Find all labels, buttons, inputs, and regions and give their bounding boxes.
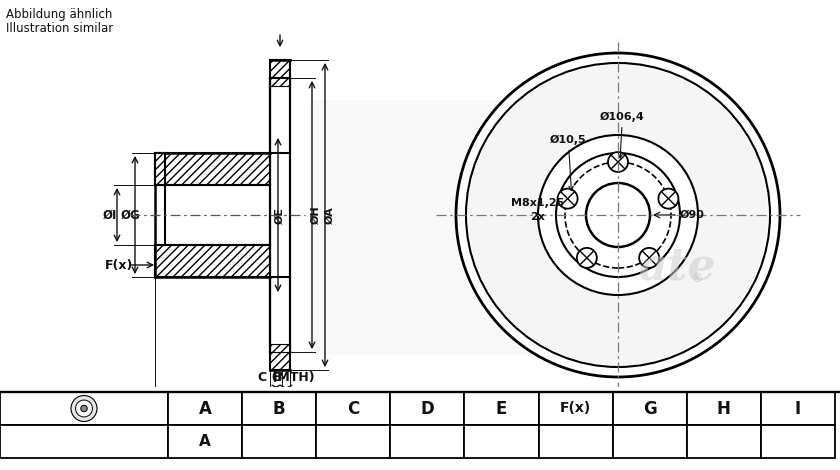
- Bar: [538, 392, 612, 425]
- Circle shape: [538, 135, 698, 295]
- Circle shape: [608, 152, 628, 172]
- Text: ate: ate: [638, 246, 716, 289]
- Circle shape: [639, 248, 659, 268]
- Bar: [612, 425, 687, 458]
- Text: Ø10,5: Ø10,5: [550, 135, 586, 191]
- Circle shape: [456, 53, 780, 377]
- Bar: [168, 425, 242, 458]
- Bar: [270, 78, 290, 352]
- Text: A: A: [198, 400, 212, 417]
- Bar: [465, 392, 538, 425]
- Text: M8x1,25: M8x1,25: [512, 198, 564, 208]
- Text: Abbildung ähnlich: Abbildung ähnlich: [6, 8, 113, 21]
- Bar: [270, 60, 290, 78]
- Circle shape: [577, 248, 597, 268]
- Text: B: B: [273, 371, 283, 384]
- Text: E: E: [496, 400, 507, 417]
- Bar: [391, 425, 465, 458]
- Text: Ø90: Ø90: [680, 210, 705, 220]
- Text: I: I: [795, 400, 801, 417]
- Text: ØA: ØA: [325, 206, 335, 224]
- Circle shape: [659, 188, 679, 209]
- Text: ØI: ØI: [103, 209, 118, 221]
- Bar: [270, 344, 290, 352]
- Bar: [761, 425, 835, 458]
- Bar: [155, 153, 270, 185]
- Bar: [465, 425, 538, 458]
- Text: F(x): F(x): [105, 258, 134, 272]
- Circle shape: [468, 65, 768, 365]
- Bar: [316, 392, 391, 425]
- Circle shape: [81, 405, 87, 412]
- Bar: [687, 425, 761, 458]
- Text: B: B: [273, 400, 286, 417]
- Text: ØG: ØG: [121, 209, 141, 221]
- Bar: [155, 245, 270, 277]
- Bar: [391, 392, 465, 425]
- Text: ®: ®: [690, 272, 702, 285]
- Bar: [0, 392, 168, 425]
- Text: C: C: [347, 400, 360, 417]
- Bar: [0, 425, 168, 458]
- Text: D: D: [421, 400, 434, 417]
- Bar: [165, 185, 270, 245]
- Bar: [310, 100, 680, 355]
- Bar: [155, 153, 165, 185]
- Text: A: A: [199, 434, 211, 449]
- Text: 2x: 2x: [531, 212, 545, 222]
- Text: Ø106,4: Ø106,4: [600, 112, 645, 158]
- Text: Illustration similar: Illustration similar: [6, 22, 113, 35]
- Circle shape: [556, 153, 680, 277]
- Bar: [168, 392, 242, 425]
- Text: H: H: [717, 400, 731, 417]
- Circle shape: [558, 188, 578, 209]
- Bar: [242, 392, 316, 425]
- Bar: [0, 387, 840, 408]
- Text: ØE: ØE: [275, 206, 285, 224]
- Circle shape: [586, 183, 650, 247]
- Circle shape: [76, 400, 92, 417]
- Circle shape: [71, 395, 97, 422]
- Text: D: D: [218, 386, 228, 399]
- Bar: [538, 425, 612, 458]
- Circle shape: [466, 63, 770, 367]
- Bar: [242, 425, 316, 458]
- Bar: [687, 392, 761, 425]
- Text: F(x): F(x): [560, 401, 591, 415]
- Text: C (MTH): C (MTH): [258, 371, 314, 384]
- Bar: [270, 78, 290, 86]
- Bar: [270, 352, 290, 370]
- Bar: [316, 425, 391, 458]
- Text: ØH: ØH: [311, 206, 321, 224]
- Text: G: G: [643, 400, 657, 417]
- Bar: [761, 392, 835, 425]
- Bar: [612, 392, 687, 425]
